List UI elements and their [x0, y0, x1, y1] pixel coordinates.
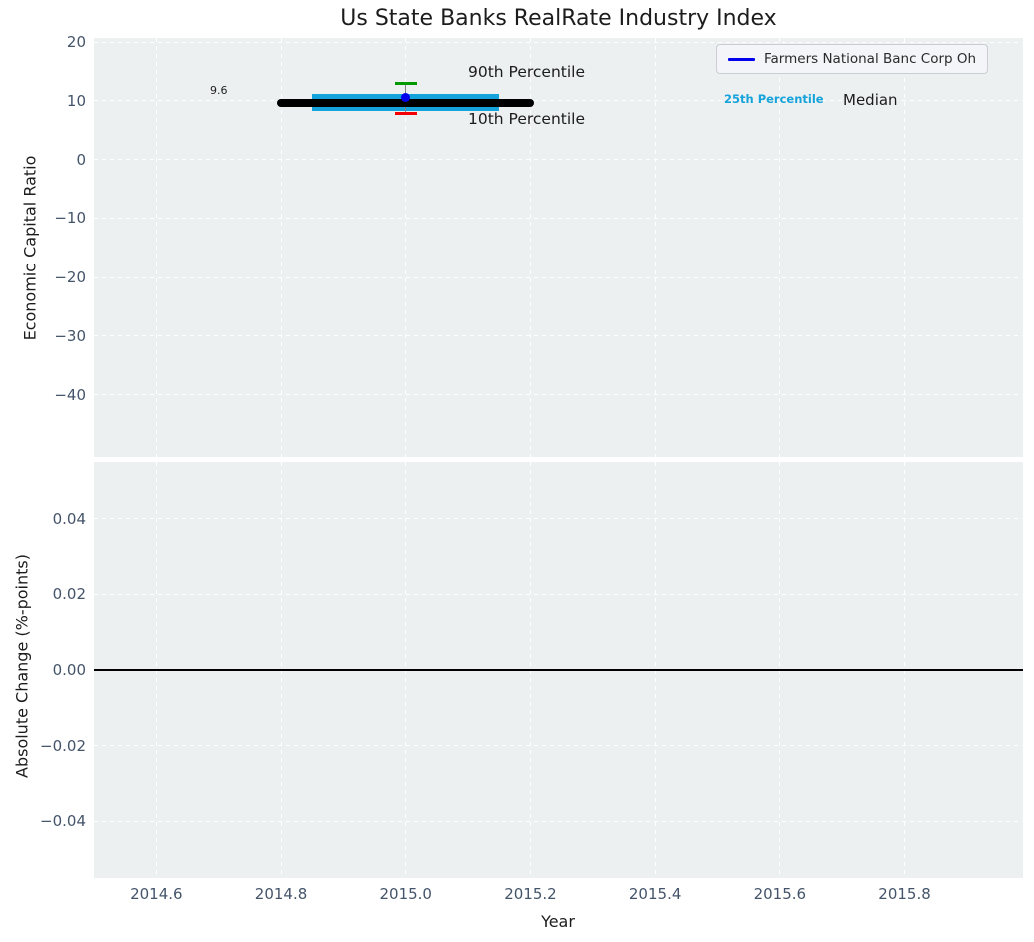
gridline	[405, 38, 407, 457]
y-tick-label: −20	[54, 268, 86, 287]
p90-cap	[394, 81, 417, 85]
legend: Farmers National Banc Corp Oh	[716, 44, 989, 74]
y-tick-label: −30	[54, 326, 86, 345]
gridline	[779, 38, 781, 457]
y-tick-label: −40	[54, 385, 86, 404]
median-annotation: Median	[843, 91, 898, 109]
gridline	[94, 217, 1023, 219]
y-tick-label: 10	[66, 91, 86, 110]
gridline	[94, 335, 1023, 337]
gridline	[654, 38, 656, 457]
median-line	[277, 99, 535, 108]
chart-title: Us State Banks RealRate Industry Index	[340, 6, 777, 31]
y-tick-label: 0.00	[52, 661, 86, 679]
top-axes: 9.6 90th Percentile 10th Percentile 25th…	[94, 38, 1023, 457]
y-tick-label: 0	[76, 150, 86, 169]
y-tick-label: −0.02	[40, 736, 86, 755]
p10-annotation: 10th Percentile	[468, 110, 586, 128]
x-tick-label: 2015.8	[878, 885, 931, 903]
gridline	[94, 159, 1023, 161]
y-tick-label: 20	[66, 33, 86, 52]
gridline	[94, 100, 1023, 102]
gridline	[529, 38, 531, 457]
x-tick-label: 2015.4	[628, 885, 682, 903]
zero-change-line	[94, 669, 1023, 671]
legend-line-icon	[728, 57, 755, 61]
p90-annotation: 90th Percentile	[468, 63, 586, 81]
gridline	[904, 38, 906, 457]
gridline	[94, 394, 1023, 396]
legend-label: Farmers National Banc Corp Oh	[764, 51, 977, 67]
x-tick-label: 2014.6	[130, 885, 183, 903]
x-axis-label: Year	[541, 912, 575, 931]
bottom-y-axis-label: Absolute Change (%-points)	[12, 554, 32, 778]
gridline	[94, 745, 1023, 747]
y-tick-label: −0.04	[40, 812, 86, 831]
gridline	[94, 593, 1023, 595]
x-tick-label: 2015.2	[504, 885, 557, 903]
p10-cap	[394, 112, 417, 116]
gridline	[94, 41, 1023, 43]
y-tick-label: 0.02	[52, 585, 86, 604]
bottom-axes	[94, 462, 1023, 878]
gridline	[155, 38, 157, 457]
gridline	[94, 518, 1023, 520]
company-marker	[401, 93, 411, 103]
p25-annotation: 25th Percentile	[724, 92, 824, 106]
gridline	[94, 820, 1023, 822]
y-tick-label: −10	[54, 209, 86, 228]
gridline	[94, 276, 1023, 278]
gridline	[280, 38, 282, 457]
x-tick-label: 2015.0	[379, 885, 432, 903]
x-tick-label: 2015.6	[753, 885, 807, 903]
y-tick-label: 0.04	[52, 509, 86, 528]
top-y-axis-label: Economic Capital Ratio	[20, 155, 40, 341]
x-tick-label: 2014.8	[254, 885, 308, 903]
median-value-label: 9.6	[210, 84, 228, 97]
